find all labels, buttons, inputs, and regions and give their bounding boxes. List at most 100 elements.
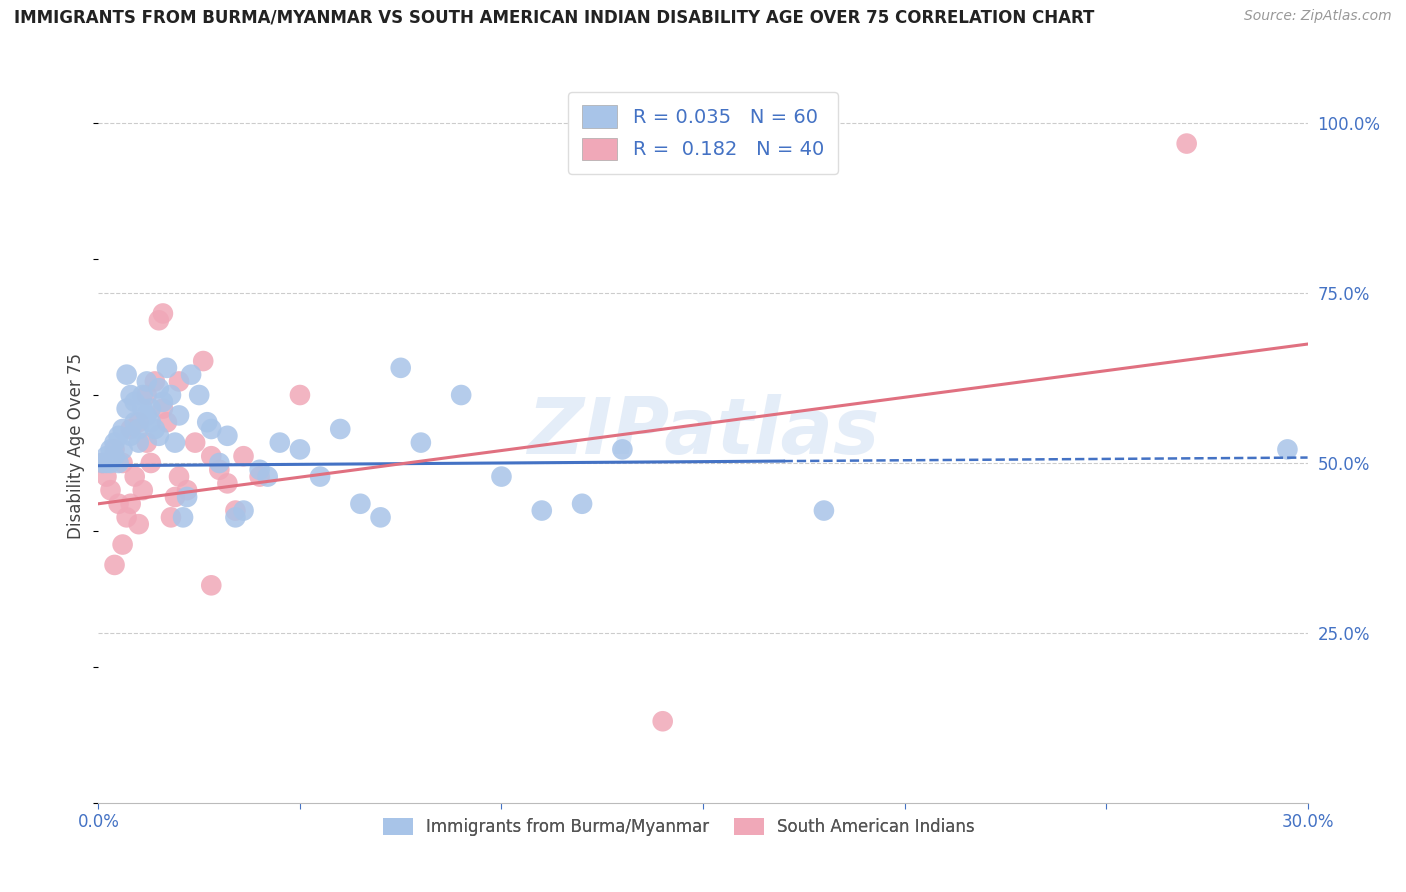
Point: [107, 429, 129, 443]
Point: [115, 510, 138, 524]
Point: [132, 388, 155, 402]
Point: [115, 401, 138, 416]
Point: [200, 449, 222, 463]
Point: [167, 375, 190, 389]
Point: [128, 422, 150, 436]
Point: [103, 435, 125, 450]
Point: [249, 469, 271, 483]
Point: [530, 503, 553, 517]
Text: Source: ZipAtlas.com: Source: ZipAtlas.com: [1244, 9, 1392, 23]
Point: [124, 469, 146, 483]
Point: [195, 415, 218, 429]
Point: [309, 469, 332, 483]
Point: [100, 456, 122, 470]
Point: [172, 510, 194, 524]
Point: [139, 456, 162, 470]
Point: [176, 483, 198, 498]
Point: [115, 368, 138, 382]
Point: [103, 442, 125, 457]
Point: [96, 469, 118, 483]
Point: [152, 401, 174, 416]
Point: [813, 503, 835, 517]
Point: [120, 388, 142, 402]
Legend: Immigrants from Burma/Myanmar, South American Indians: Immigrants from Burma/Myanmar, South Ame…: [374, 810, 983, 845]
Point: [491, 469, 513, 483]
Point: [200, 422, 222, 436]
Point: [232, 449, 254, 463]
Point: [148, 429, 170, 443]
Point: [148, 313, 170, 327]
Point: [128, 517, 150, 532]
Point: [217, 476, 239, 491]
Point: [1175, 136, 1198, 151]
Point: [139, 401, 162, 416]
Point: [91, 456, 114, 470]
Point: [120, 422, 142, 436]
Point: [184, 435, 207, 450]
Point: [152, 306, 174, 320]
Point: [103, 558, 125, 572]
Point: [96, 456, 118, 470]
Point: [232, 503, 254, 517]
Point: [571, 497, 593, 511]
Point: [188, 388, 211, 402]
Point: [120, 497, 142, 511]
Point: [160, 388, 183, 402]
Point: [651, 714, 673, 729]
Point: [128, 435, 150, 450]
Point: [135, 409, 157, 423]
Point: [143, 375, 166, 389]
Point: [156, 360, 179, 375]
Point: [128, 415, 150, 429]
Point: [148, 381, 170, 395]
Point: [120, 429, 142, 443]
Point: [132, 483, 155, 498]
Point: [208, 456, 231, 470]
Point: [163, 435, 186, 450]
Point: [163, 490, 186, 504]
Point: [143, 422, 166, 436]
Point: [124, 415, 146, 429]
Point: [160, 510, 183, 524]
Point: [107, 497, 129, 511]
Point: [450, 388, 472, 402]
Point: [1277, 442, 1299, 457]
Point: [135, 388, 157, 402]
Point: [111, 537, 134, 551]
Point: [180, 368, 202, 382]
Point: [193, 354, 215, 368]
Point: [288, 388, 311, 402]
Point: [132, 401, 155, 416]
Point: [217, 429, 239, 443]
Point: [156, 415, 179, 429]
Point: [208, 463, 231, 477]
Point: [100, 442, 122, 457]
Point: [176, 490, 198, 504]
Point: [103, 449, 125, 463]
Point: [111, 456, 134, 470]
Text: IMMIGRANTS FROM BURMA/MYANMAR VS SOUTH AMERICAN INDIAN DISABILITY AGE OVER 75 CO: IMMIGRANTS FROM BURMA/MYANMAR VS SOUTH A…: [14, 9, 1094, 27]
Point: [249, 463, 271, 477]
Point: [124, 394, 146, 409]
Point: [200, 578, 222, 592]
Point: [409, 435, 432, 450]
Point: [389, 360, 412, 375]
Point: [612, 442, 634, 457]
Point: [100, 483, 122, 498]
Point: [135, 375, 157, 389]
Point: [224, 510, 246, 524]
Point: [167, 469, 190, 483]
Point: [329, 422, 352, 436]
Text: ZIPatlas: ZIPatlas: [527, 393, 879, 470]
Point: [224, 503, 246, 517]
Point: [107, 456, 129, 470]
Y-axis label: Disability Age Over 75: Disability Age Over 75: [67, 353, 86, 539]
Point: [111, 422, 134, 436]
Point: [167, 409, 190, 423]
Point: [288, 442, 311, 457]
Point: [135, 435, 157, 450]
Point: [269, 435, 291, 450]
Point: [349, 497, 371, 511]
Point: [91, 456, 114, 470]
Point: [256, 469, 278, 483]
